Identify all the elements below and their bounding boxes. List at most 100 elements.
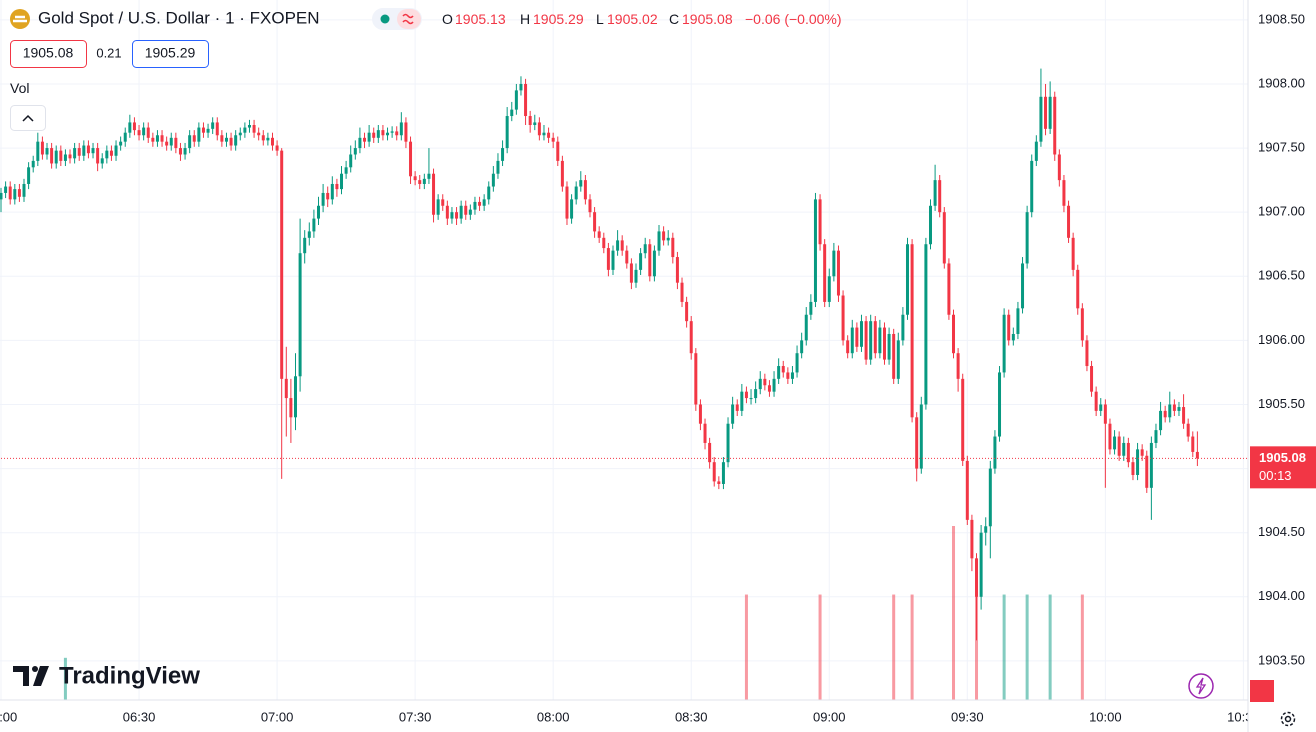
logo-dot (32, 666, 38, 672)
candle-body (123, 132, 127, 142)
candle-body (841, 295, 845, 341)
candle-body (1136, 449, 1140, 475)
y-tick-label: 1908.50 (1258, 11, 1305, 26)
candle-body (275, 145, 279, 151)
candle-body (606, 248, 610, 270)
candle-body (519, 83, 523, 91)
candle-body (560, 160, 564, 187)
candle-body (818, 199, 822, 245)
buy-button[interactable] (132, 40, 209, 68)
candle-body (813, 199, 817, 302)
candle-body (579, 180, 583, 187)
candle-body (13, 189, 17, 200)
alert-button[interactable] (1188, 673, 1214, 699)
candle-body (247, 125, 251, 128)
candle-body (675, 257, 679, 283)
candle-body (790, 372, 794, 379)
candle-body (91, 148, 95, 154)
x-tick-label: 08:00 (537, 709, 570, 724)
countdown: 00:13 (1259, 468, 1292, 483)
candle-body (473, 201, 477, 210)
candle-body (905, 244, 909, 315)
candle-body (432, 173, 436, 215)
volume-bar (1048, 594, 1052, 700)
candle-body (850, 327, 854, 354)
candle-body (1002, 314, 1006, 373)
sell-button[interactable] (10, 40, 87, 68)
volume-bar (63, 657, 67, 700)
candle-body (261, 135, 265, 141)
x-tick-label: 08:30 (675, 709, 708, 724)
candle-body (358, 137, 362, 149)
x-tick-label: 06:00 (0, 709, 17, 724)
candle-body (298, 253, 302, 377)
candle-body (496, 160, 500, 174)
collapse-button[interactable] (10, 105, 46, 131)
brand-logo: TradingView (13, 662, 200, 689)
candle-body (1154, 430, 1158, 443)
volume-bar (1080, 594, 1084, 700)
gear-icon-center (1284, 715, 1292, 723)
candle-body (409, 141, 413, 177)
candle-body (376, 130, 380, 138)
candle-body (910, 244, 914, 418)
candle-body (109, 150, 113, 156)
candle-body (597, 231, 601, 238)
alert-icon (1195, 677, 1207, 695)
candle-body (1168, 404, 1172, 418)
candle-body (27, 167, 31, 184)
candle-body (1021, 263, 1025, 309)
x-tick-label: 09:00 (813, 709, 846, 724)
grid (0, 0, 1248, 700)
candle-body (537, 122, 541, 136)
x-tick-label: 07:30 (399, 709, 432, 724)
candle-body (395, 131, 399, 136)
candle-body (363, 137, 367, 142)
y-tick-label: 1904.50 (1258, 524, 1305, 539)
candle-body (1163, 410, 1167, 418)
candle-body (685, 301, 689, 322)
candle-body (50, 148, 54, 164)
plot-area (0, 68, 1248, 700)
candle-body (804, 314, 808, 341)
candle-body (611, 250, 615, 270)
candle-body (68, 154, 72, 159)
candle-body (855, 327, 859, 347)
candle-body (321, 192, 325, 206)
candle-body (708, 442, 712, 463)
candle-body (1182, 407, 1186, 424)
candle-body (450, 212, 454, 219)
candle-body (1034, 141, 1038, 161)
y-tick-label: 1906.00 (1258, 332, 1305, 347)
candle-body (340, 173, 344, 190)
brand-name: TradingView (59, 662, 200, 689)
candle-body (1172, 404, 1176, 411)
candle-body (183, 148, 187, 155)
volume-bar (910, 594, 914, 700)
bid-price: 1905.08 (23, 45, 74, 61)
candle-body (510, 109, 514, 117)
candle-body (307, 231, 311, 238)
y-tick-label: 1907.00 (1258, 204, 1305, 219)
x-tick-label: 09:30 (951, 709, 984, 724)
candle-body (956, 353, 960, 379)
candle-body (740, 391, 744, 411)
candle-body (100, 158, 104, 164)
volume-bar (975, 594, 979, 700)
candle-body (211, 122, 215, 129)
settings-button[interactable] (1280, 711, 1296, 727)
logo-mark (33, 666, 49, 686)
candle-body (551, 137, 555, 142)
candle-body (234, 135, 238, 146)
candle-body (418, 180, 422, 184)
candle-body (864, 321, 868, 360)
candle-body (128, 122, 132, 133)
candle-body (455, 212, 459, 219)
candle-body (666, 237, 670, 241)
candle-body (896, 340, 900, 379)
candle-body (1140, 449, 1144, 456)
volume-label: Vol (10, 80, 29, 96)
candle-body (781, 366, 785, 373)
chart-title[interactable]: Gold Spot / U.S. Dollar · 1 · FXOPEN (38, 8, 320, 27)
symbol-icon[interactable] (10, 9, 30, 29)
